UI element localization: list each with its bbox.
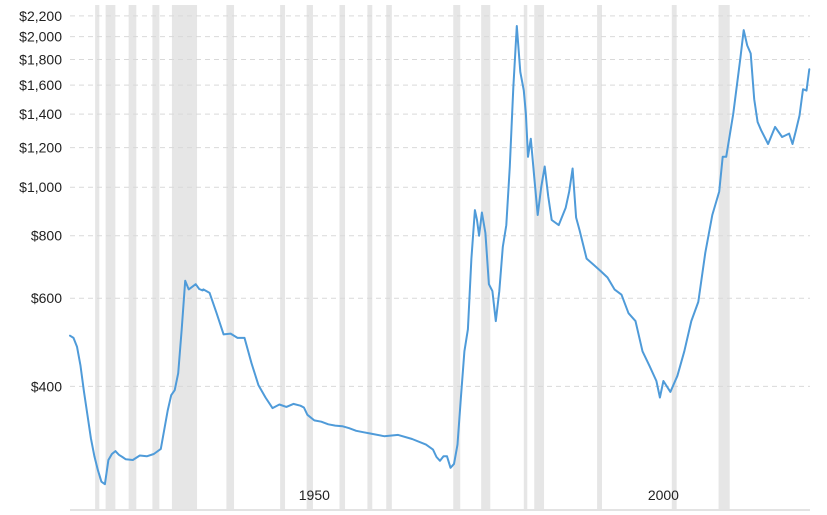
recession-band bbox=[671, 5, 677, 510]
y-tick-label: $1,000 bbox=[19, 179, 62, 195]
recession-band bbox=[171, 5, 198, 510]
recession-band bbox=[597, 5, 602, 510]
recession-band bbox=[367, 5, 373, 510]
recession-band bbox=[523, 5, 528, 510]
recession-band bbox=[226, 5, 235, 510]
recession-band bbox=[128, 5, 137, 510]
recession-band bbox=[453, 5, 461, 510]
y-tick-label: $1,600 bbox=[19, 77, 62, 93]
recession-band bbox=[718, 5, 730, 510]
y-tick-label: $600 bbox=[31, 290, 62, 306]
recession-band bbox=[105, 5, 116, 510]
y-tick-label: $400 bbox=[31, 378, 62, 394]
y-tick-label: $1,800 bbox=[19, 51, 62, 67]
recession-band bbox=[306, 5, 313, 510]
recession-band bbox=[386, 5, 392, 510]
recession-band bbox=[280, 5, 286, 510]
y-gridlines bbox=[70, 15, 810, 387]
y-tick-label: $1,400 bbox=[19, 106, 62, 122]
x-axis-tick-labels: 1950 2000 bbox=[299, 487, 679, 503]
y-tick-label: $800 bbox=[31, 228, 62, 244]
recession-band bbox=[481, 5, 491, 510]
recession-band bbox=[95, 5, 100, 510]
y-tick-label: $2,200 bbox=[19, 8, 62, 24]
y-tick-label: $1,200 bbox=[19, 140, 62, 156]
x-tick-label: 1950 bbox=[299, 487, 330, 503]
price-series-line bbox=[69, 25, 811, 486]
y-axis-tick-labels: $400 $600 $800 $1,000 $1,200 $1,400 $1,600 $1,8… bbox=[19, 8, 62, 395]
x-tick-label: 2000 bbox=[648, 487, 679, 503]
recession-bands bbox=[95, 5, 730, 510]
y-tick-label: $2,000 bbox=[19, 29, 62, 45]
recession-band bbox=[534, 5, 545, 510]
recession-band bbox=[152, 5, 160, 510]
recession-band bbox=[339, 5, 346, 510]
